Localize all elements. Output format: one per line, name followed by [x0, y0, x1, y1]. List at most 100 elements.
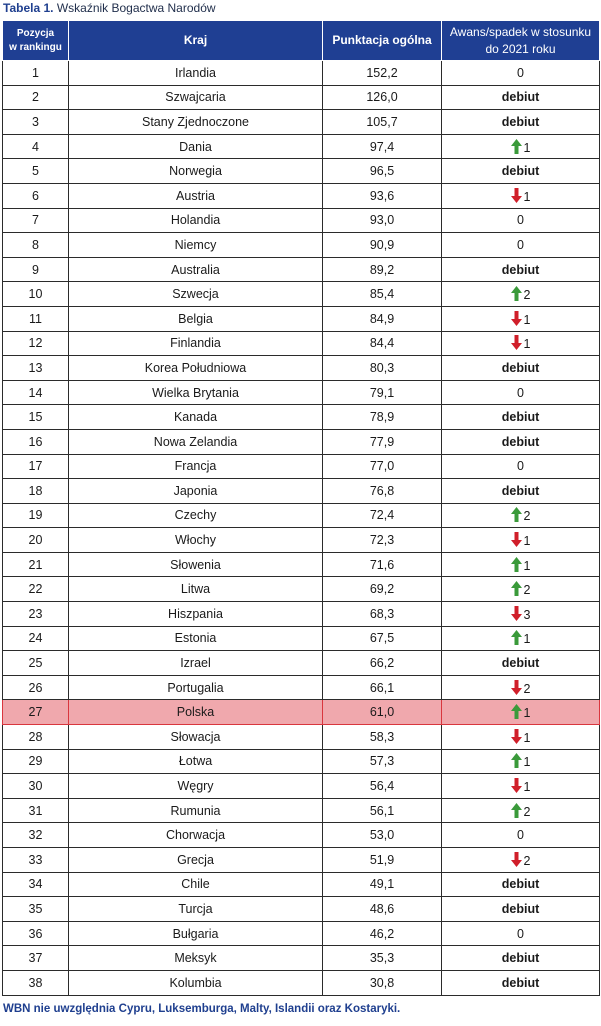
change-cell: 0 [441, 920, 600, 947]
ranking-table: Pozycja w rankingu Kraj Punktacja ogólna … [2, 20, 600, 996]
change-value: 1 [523, 558, 531, 573]
position-cell: 24 [2, 625, 69, 652]
change-cell: 2 [441, 674, 600, 701]
score-cell: 66,2 [322, 650, 442, 676]
change-cell: 0 [441, 60, 600, 86]
change-value: 2 [523, 288, 531, 303]
table-row: 13 Korea Południowa 80,3 debiut [2, 355, 600, 381]
position-cell: 23 [2, 601, 69, 627]
table-row: 34 Chile 49,1 debiut [2, 871, 600, 898]
country-cell: Łotwa [68, 748, 323, 775]
position-cell: 19 [2, 502, 69, 529]
position-cell: 7 [2, 207, 69, 234]
table-row: 38 Kolumbia 30,8 debiut [2, 969, 600, 996]
change-value: 2 [523, 681, 531, 696]
arrow-up-icon [510, 802, 522, 818]
country-cell: Austria [68, 182, 323, 209]
score-cell: 80,3 [322, 355, 442, 381]
score-cell: 84,9 [322, 305, 442, 332]
table-row: 26 Portugalia 66,1 2 [2, 674, 600, 701]
header-position: Pozycja w rankingu [2, 20, 69, 61]
country-cell: Dania [68, 133, 323, 160]
debut-label: debiut [501, 877, 540, 892]
table-row: 20 Włochy 72,3 1 [2, 527, 600, 553]
country-cell: Estonia [68, 625, 323, 652]
score-cell: 46,2 [322, 920, 442, 947]
position-cell: 35 [2, 896, 69, 922]
table-row: 35 Turcja 48,6 debiut [2, 896, 600, 922]
country-cell: Norwegia [68, 158, 323, 184]
change-value: 0 [517, 65, 524, 80]
arrow-down-icon [510, 778, 522, 794]
table-row: 18 Japonia 76,8 debiut [2, 478, 600, 504]
header-score: Punktacja ogólna [322, 20, 442, 61]
score-cell: 90,9 [322, 232, 442, 258]
change-cell: 1 [441, 625, 600, 652]
position-cell: 18 [2, 478, 69, 504]
header-position-line1: Pozycja [16, 27, 55, 39]
table-row: 36 Bułgaria 46,2 0 [2, 920, 600, 947]
change-cell: 2 [441, 797, 600, 824]
caption-label: Tabela 1. [3, 1, 54, 15]
score-cell: 79,1 [322, 379, 442, 406]
position-cell: 15 [2, 404, 69, 430]
change-cell: 1 [441, 133, 600, 160]
change-cell: 0 [441, 453, 600, 480]
country-cell: Rumunia [68, 797, 323, 824]
country-cell: Nowa Zelandia [68, 428, 323, 455]
score-cell: 76,8 [322, 478, 442, 504]
country-cell: Wielka Brytania [68, 379, 323, 406]
debut-label: debiut [501, 951, 540, 966]
table-row: 30 Węgry 56,4 1 [2, 773, 600, 799]
change-cell: 0 [441, 822, 600, 848]
country-cell: Słowenia [68, 551, 323, 578]
country-cell: Japonia [68, 478, 323, 504]
position-cell: 3 [2, 109, 69, 135]
change-cell: debiut [441, 969, 600, 996]
country-cell: Kanada [68, 404, 323, 430]
country-cell: Węgry [68, 773, 323, 799]
country-cell: Izrael [68, 650, 323, 676]
change-cell: 1 [441, 330, 600, 357]
position-cell: 21 [2, 551, 69, 578]
table-row: 17 Francja 77,0 0 [2, 453, 600, 480]
change-cell: 2 [441, 847, 600, 873]
change-value: 1 [523, 189, 531, 204]
position-cell: 31 [2, 797, 69, 824]
change-value: 0 [517, 385, 524, 400]
arrow-down-icon [510, 532, 522, 548]
arrow-up-icon [510, 704, 522, 720]
change-value: 0 [517, 237, 524, 252]
score-cell: 71,6 [322, 551, 442, 578]
table-row: 29 Łotwa 57,3 1 [2, 748, 600, 775]
country-cell: Stany Zjednoczone [68, 109, 323, 135]
change-value: 1 [523, 706, 531, 721]
score-cell: 72,3 [322, 527, 442, 553]
country-cell: Holandia [68, 207, 323, 234]
change-value: 2 [523, 583, 531, 598]
country-cell: Portugalia [68, 674, 323, 701]
arrow-down-icon [510, 187, 522, 203]
score-cell: 67,5 [322, 625, 442, 652]
position-cell: 11 [2, 305, 69, 332]
score-cell: 89,2 [322, 256, 442, 283]
position-cell: 14 [2, 379, 69, 406]
country-cell: Polska [68, 699, 323, 726]
score-cell: 69,2 [322, 576, 442, 603]
table-row: 6 Austria 93,6 1 [2, 182, 600, 209]
position-cell: 16 [2, 428, 69, 455]
change-cell: debiut [441, 871, 600, 898]
change-cell: 1 [441, 527, 600, 553]
arrow-up-icon [510, 581, 522, 597]
country-cell: Grecja [68, 847, 323, 873]
table-header: Pozycja w rankingu Kraj Punktacja ogólna … [2, 20, 600, 61]
score-cell: 105,7 [322, 109, 442, 135]
table-row: 11 Belgia 84,9 1 [2, 305, 600, 332]
score-cell: 66,1 [322, 674, 442, 701]
change-value: 1 [523, 730, 531, 745]
debut-label: debiut [501, 262, 540, 277]
change-cell: 0 [441, 379, 600, 406]
table-row: 9 Australia 89,2 debiut [2, 256, 600, 283]
change-cell: debiut [441, 158, 600, 184]
score-cell: 56,4 [322, 773, 442, 799]
